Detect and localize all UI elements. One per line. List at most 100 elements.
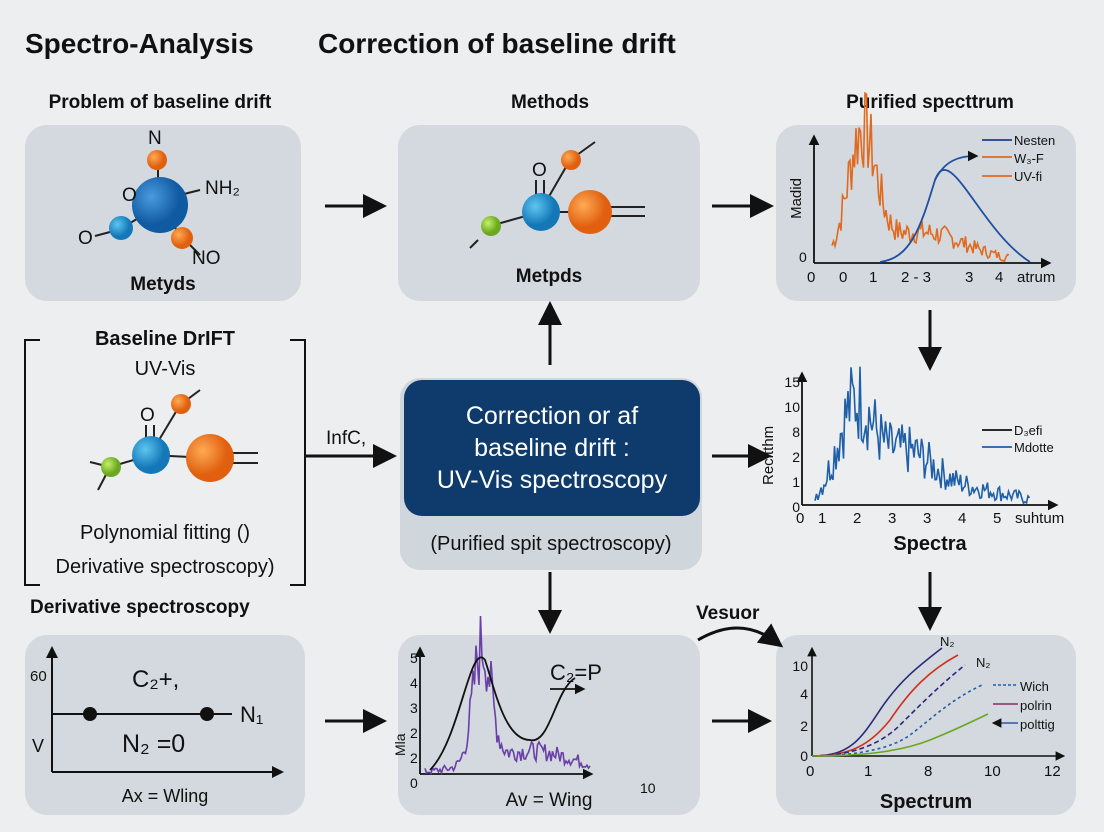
equation-2: N₂ =0 bbox=[122, 730, 186, 758]
ytick: 4 bbox=[410, 675, 418, 691]
xtick: 2 bbox=[853, 510, 862, 527]
spectra-caption: Spectra bbox=[893, 533, 967, 555]
center-subtitle: (Purified spit spectroscopy) bbox=[430, 533, 672, 555]
legend-item: Wich bbox=[1020, 679, 1049, 694]
xtick: 0 bbox=[807, 269, 816, 286]
purified-blue-arrow bbox=[934, 150, 979, 181]
legend-item: Nesten bbox=[1014, 133, 1056, 148]
atom-label: NH₂ bbox=[205, 178, 240, 199]
wing-fit-curve bbox=[429, 656, 576, 771]
purified-xticks: 0 0 1 2 - 3 3 4 atrum bbox=[807, 269, 1055, 286]
molecule-icon bbox=[89, 389, 258, 491]
panel-purified bbox=[776, 125, 1076, 301]
line-label: N₂ bbox=[976, 655, 991, 670]
xtick: 2 - 3 bbox=[901, 269, 932, 286]
ytick: 10 bbox=[784, 399, 800, 415]
purified-xlabel: atrum bbox=[1017, 269, 1056, 286]
purified-blue-series bbox=[879, 169, 1031, 263]
xtick: 12 bbox=[1044, 763, 1061, 780]
spectra-xticks: 0 1 2 3 3 4 5 suhtum bbox=[796, 510, 1064, 527]
xtick: 3 bbox=[888, 510, 897, 527]
app-title: Spectro-Analysis bbox=[25, 28, 254, 59]
spectra-series bbox=[814, 366, 1031, 505]
equation-1: C₂+, bbox=[132, 666, 180, 693]
xtick: 0 bbox=[839, 269, 848, 286]
wing-series bbox=[424, 615, 591, 775]
derivative-ylabel: V bbox=[32, 736, 45, 756]
spectra-xlabel: suhtum bbox=[1015, 510, 1065, 527]
main-title: Correction of baseline drift bbox=[318, 28, 676, 59]
caption-methods: Metpds bbox=[515, 266, 583, 287]
atom-label: N bbox=[148, 128, 162, 149]
ytick: 5 bbox=[410, 650, 418, 666]
ytick: 2 bbox=[410, 750, 418, 766]
spectrum-caption: Spectrum bbox=[879, 791, 973, 813]
atom-label: NO bbox=[192, 248, 221, 269]
panel-spectrum bbox=[776, 635, 1076, 815]
point-marker bbox=[200, 707, 214, 721]
caption-problem: Metyds bbox=[130, 274, 196, 295]
center-line-2: baseline drift : bbox=[474, 434, 630, 462]
wing-caption: Av = Wing bbox=[505, 790, 593, 811]
atom-label: O bbox=[122, 185, 137, 206]
baseline-line-2: Derivative spectroscopy) bbox=[55, 556, 275, 578]
spectrum-xticks: 0 1 8 10 12 bbox=[806, 763, 1061, 780]
baseline-line-1: Polynomial fitting () bbox=[79, 522, 251, 544]
derivative-ytick: 60 bbox=[30, 668, 47, 685]
wing-xtick: 10 bbox=[640, 780, 656, 796]
center-title-box: Correction or af baseline drift : UV-Vis… bbox=[404, 380, 700, 516]
ytick: 0 bbox=[410, 775, 418, 791]
baseline-title: Baseline DrIFT bbox=[94, 328, 236, 350]
xtick: 1 bbox=[818, 510, 827, 527]
wing-ylabel: Mla bbox=[392, 733, 408, 757]
xtick: 5 bbox=[993, 510, 1002, 527]
legend-item: polttig bbox=[1020, 717, 1055, 732]
spectra-legend: D₃efi Mdotte bbox=[1014, 422, 1054, 456]
ytick: 2 bbox=[800, 718, 808, 734]
baseline-bracket bbox=[24, 339, 306, 586]
center-line-1: Correction or af bbox=[465, 402, 639, 430]
molecule-icon bbox=[94, 150, 201, 256]
purified-ylabel: Madid bbox=[787, 178, 805, 219]
atom-label: O bbox=[140, 405, 155, 426]
ytick: 3 bbox=[410, 700, 418, 716]
ytick: 1 bbox=[792, 474, 800, 490]
line-label: N₂ bbox=[940, 634, 955, 649]
heading-methods: Methods bbox=[510, 92, 590, 113]
derivative-caption: Ax = Wling bbox=[121, 786, 209, 806]
curved-arrow bbox=[697, 623, 784, 648]
ytick: 0 bbox=[799, 249, 807, 265]
legend-item: W₃-F bbox=[1014, 151, 1044, 166]
xtick: 8 bbox=[924, 763, 933, 780]
purified-orange-series bbox=[831, 91, 1010, 263]
equation-n1: N₁ bbox=[240, 702, 264, 727]
spectra-ylabel: Recitthm bbox=[760, 425, 777, 485]
wing-yticks: 5 4 3 2 2 0 bbox=[410, 646, 418, 796]
xtick: 1 bbox=[869, 269, 878, 286]
panel-derivative bbox=[25, 635, 305, 815]
legend-item: UV-fi bbox=[1014, 169, 1043, 184]
ytick: 2 bbox=[792, 449, 800, 465]
ytick: 8 bbox=[792, 424, 800, 440]
xtick: 1 bbox=[864, 763, 873, 780]
ytick: 0 bbox=[800, 748, 808, 764]
xtick: 4 bbox=[958, 510, 967, 527]
purified-legend: Nesten W₃-F UV-fi bbox=[1014, 132, 1055, 186]
baseline-subtitle: UV-Vis bbox=[134, 358, 196, 380]
heading-purified: Purified specttrum bbox=[846, 92, 1014, 113]
xtick: 0 bbox=[806, 763, 815, 780]
ytick: 2 bbox=[410, 725, 418, 741]
spectra-yticks: 15 10 8 2 1 0 bbox=[782, 370, 800, 520]
legend-item: D₃efi bbox=[1014, 423, 1043, 438]
legend-item: Mdotte bbox=[1014, 440, 1054, 455]
arrow-label: InfC, bbox=[326, 428, 367, 449]
center-line-3: UV-Vis spectroscopy bbox=[436, 466, 668, 494]
ytick: 4 bbox=[800, 686, 808, 702]
ytick: 0 bbox=[792, 499, 800, 515]
point-marker bbox=[83, 707, 97, 721]
heading-derivative: Derivative spectroscopy bbox=[30, 597, 250, 618]
atom-label: O bbox=[532, 160, 547, 181]
xtick: 4 bbox=[995, 269, 1004, 286]
wing-annotation: C₂=P bbox=[550, 660, 602, 685]
